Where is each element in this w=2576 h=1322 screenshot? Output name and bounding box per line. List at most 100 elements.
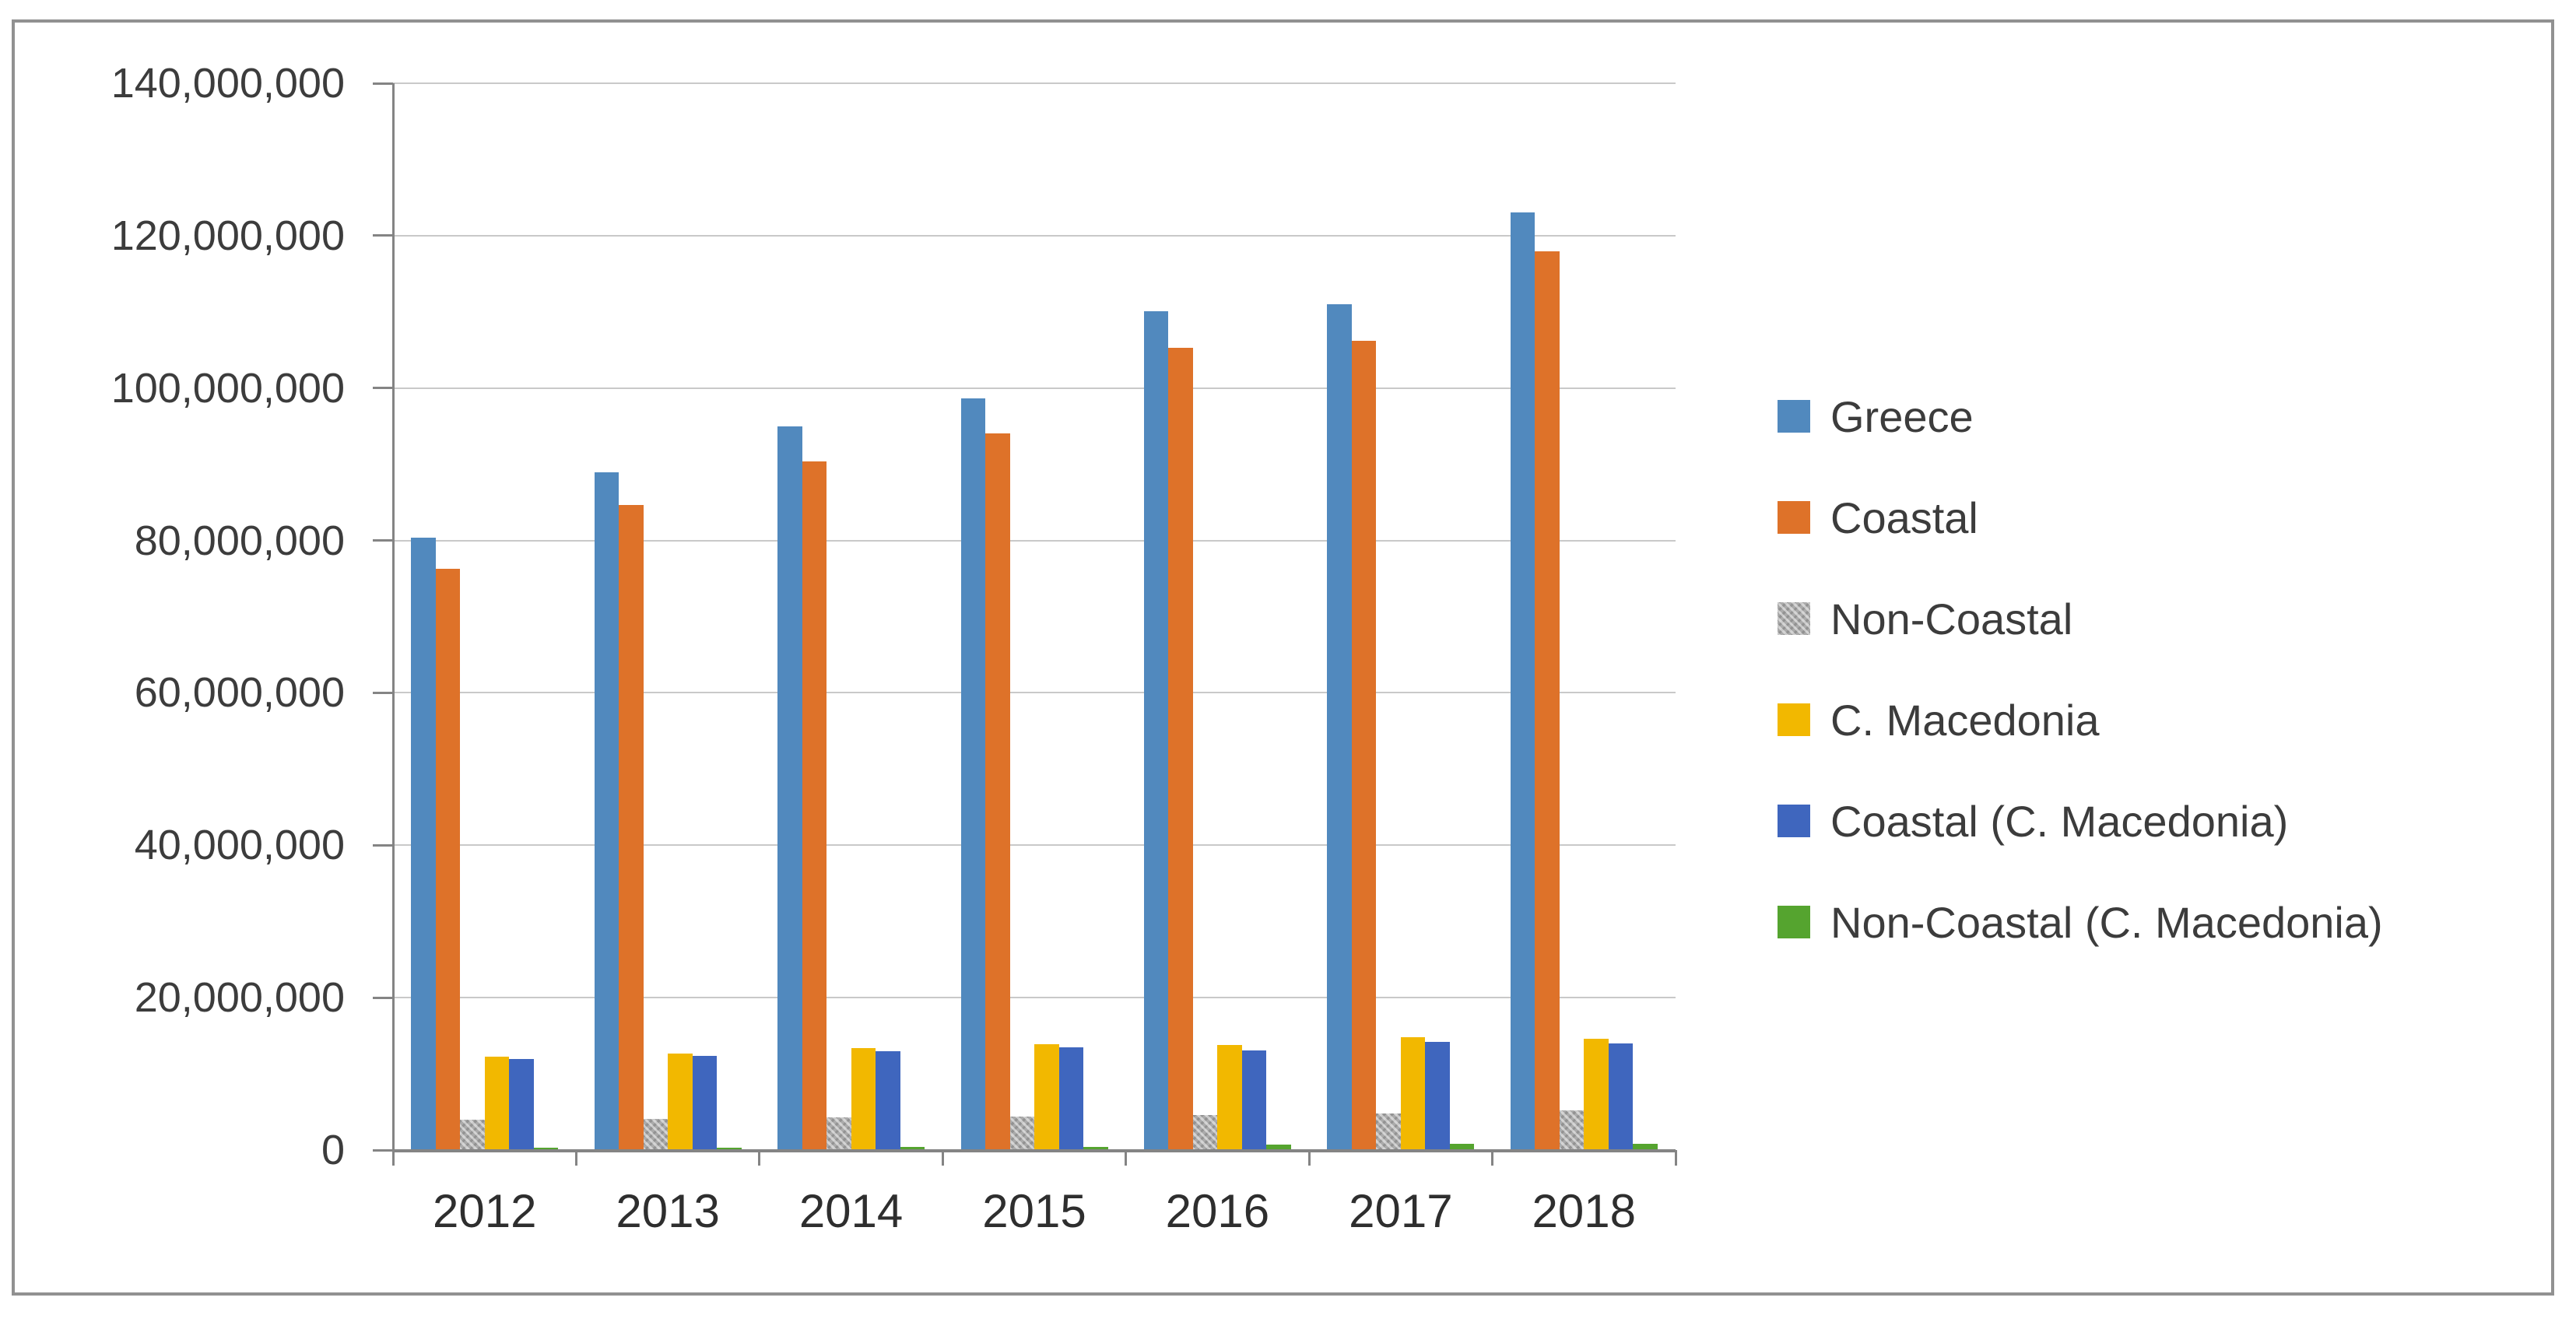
y-tick-label: 0	[321, 1127, 345, 1173]
legend-swatch-coastal-c-macedonia	[1778, 805, 1810, 837]
x-tick	[1125, 1150, 1128, 1166]
bar-coastal-c-macedonia-2018	[1608, 1043, 1634, 1150]
x-tick	[1307, 1150, 1311, 1166]
bar-coastal-2014	[802, 461, 827, 1150]
legend-swatch-coastal	[1778, 501, 1810, 534]
bar-non-coastal-c-macedonia-2016	[1266, 1145, 1291, 1150]
bar-coastal-2018	[1535, 251, 1560, 1150]
bar-c-macedonia-2012	[484, 1056, 510, 1150]
bar-greece-2017	[1327, 303, 1352, 1150]
bar-c-macedonia-2015	[1034, 1043, 1059, 1150]
legend-label-coastal-c-macedonia: Coastal (C. Macedonia)	[1830, 796, 2289, 846]
gridline-140-000-000	[393, 82, 1676, 84]
y-tick-60-000-000	[373, 691, 393, 694]
gridline-60-000-000	[393, 692, 1676, 694]
bar-c-macedonia-2016	[1217, 1044, 1242, 1150]
y-tick-120-000-000	[373, 234, 393, 237]
bar-greece-2018	[1510, 212, 1535, 1150]
bar-greece-2014	[777, 426, 802, 1150]
x-tick	[758, 1150, 761, 1166]
legend-swatch-non-coastal-c-macedonia	[1778, 906, 1810, 938]
gridline-20-000-000	[393, 997, 1676, 999]
bar-c-macedonia-2013	[668, 1053, 693, 1150]
bar-non-coastal-c-macedonia-2018	[1633, 1144, 1658, 1150]
bar-non-coastal-c-macedonia-2017	[1449, 1144, 1475, 1150]
bar-c-macedonia-2018	[1584, 1039, 1609, 1150]
bar-non-coastal-c-macedonia-2015	[1083, 1146, 1108, 1150]
gridline-80-000-000	[393, 539, 1676, 542]
bar-greece-2012	[411, 537, 436, 1150]
bar-coastal-2015	[985, 433, 1010, 1150]
y-tick-140-000-000	[373, 82, 393, 85]
bar-non-coastal-c-macedonia-2014	[900, 1147, 925, 1150]
bar-c-macedonia-2014	[851, 1047, 876, 1150]
y-tick-40-000-000	[373, 843, 393, 847]
y-tick-label: 120,000,000	[111, 212, 345, 259]
bar-non-coastal-2012	[460, 1119, 485, 1150]
legend-item-greece: Greece	[1778, 392, 1974, 441]
x-tick	[574, 1150, 577, 1166]
x-axis-label-2016: 2016	[1165, 1185, 1270, 1237]
gridline-100-000-000	[393, 387, 1676, 389]
legend-item-coastal: Coastal	[1778, 493, 1978, 542]
y-tick-20-000-000	[373, 996, 393, 999]
legend-label-greece: Greece	[1830, 391, 1974, 441]
x-tick	[1674, 1150, 1677, 1166]
x-axis-label-2017: 2017	[1349, 1185, 1453, 1237]
x-axis-label-2014: 2014	[798, 1185, 904, 1237]
x-tick	[1491, 1150, 1494, 1166]
bar-non-coastal-2013	[643, 1118, 669, 1150]
legend-item-c-macedonia: C. Macedonia	[1778, 696, 2100, 745]
y-tick-label: 100,000,000	[111, 364, 345, 412]
y-tick-80-000-000	[373, 539, 393, 542]
bar-coastal-2013	[619, 504, 644, 1150]
y-tick-label: 140,000,000	[111, 60, 345, 107]
legend-label-coastal: Coastal	[1830, 493, 1978, 542]
y-tick-label: 20,000,000	[134, 974, 345, 1022]
legend-item-non-coastal-c-macedonia: Non-Coastal (C. Macedonia)	[1778, 898, 2383, 947]
bar-non-coastal-c-macedonia-2013	[717, 1147, 742, 1150]
bar-coastal-c-macedonia-2017	[1425, 1041, 1450, 1150]
legend-swatch-greece	[1778, 400, 1810, 433]
gridline-120-000-000	[393, 234, 1676, 237]
bar-coastal-c-macedonia-2016	[1241, 1050, 1267, 1150]
bar-coastal-c-macedonia-2014	[876, 1050, 900, 1150]
legend-item-non-coastal: Non-Coastal	[1778, 594, 2072, 643]
bar-non-coastal-2017	[1376, 1113, 1401, 1150]
y-tick-0	[373, 1148, 393, 1152]
bar-coastal-c-macedonia-2013	[692, 1055, 718, 1150]
bar-c-macedonia-2017	[1400, 1037, 1426, 1150]
bar-non-coastal-c-macedonia-2012	[533, 1147, 559, 1150]
legend-label-c-macedonia: C. Macedonia	[1830, 695, 2100, 745]
x-tick	[391, 1150, 395, 1166]
bar-coastal-2016	[1168, 347, 1193, 1150]
x-axis-label-2013: 2013	[616, 1185, 720, 1237]
legend-label-non-coastal-c-macedonia: Non-Coastal (C. Macedonia)	[1830, 897, 2383, 947]
legend-swatch-c-macedonia	[1778, 703, 1810, 736]
gridline-40-000-000	[393, 844, 1676, 847]
bar-non-coastal-2018	[1559, 1110, 1585, 1150]
bar-greece-2013	[594, 472, 619, 1150]
bar-greece-2016	[1143, 310, 1169, 1150]
y-tick-label: 80,000,000	[134, 517, 345, 564]
legend-label-non-coastal: Non-Coastal	[1830, 594, 2073, 643]
x-axis-label-2015: 2015	[982, 1185, 1086, 1237]
y-tick-label: 60,000,000	[134, 669, 345, 717]
bar-coastal-2017	[1351, 340, 1377, 1150]
bar-non-coastal-2015	[1009, 1116, 1034, 1150]
bar-greece-2015	[960, 398, 985, 1150]
y-tick-100-000-000	[373, 387, 393, 390]
x-axis-line	[393, 1149, 1676, 1152]
bar-coastal-c-macedonia-2012	[509, 1059, 534, 1150]
y-axis-line	[391, 83, 395, 1166]
y-tick-label: 40,000,000	[134, 822, 345, 869]
bar-non-coastal-2016	[1192, 1114, 1218, 1150]
x-tick	[941, 1150, 944, 1166]
legend-swatch-non-coastal	[1778, 602, 1810, 635]
bar-coastal-c-macedonia-2015	[1058, 1047, 1083, 1150]
legend-item-coastal-c-macedonia: Coastal (C. Macedonia)	[1778, 797, 2288, 846]
bar-non-coastal-2014	[826, 1117, 851, 1150]
x-axis-label-2012: 2012	[432, 1185, 537, 1237]
x-axis-label-2018: 2018	[1532, 1185, 1637, 1237]
